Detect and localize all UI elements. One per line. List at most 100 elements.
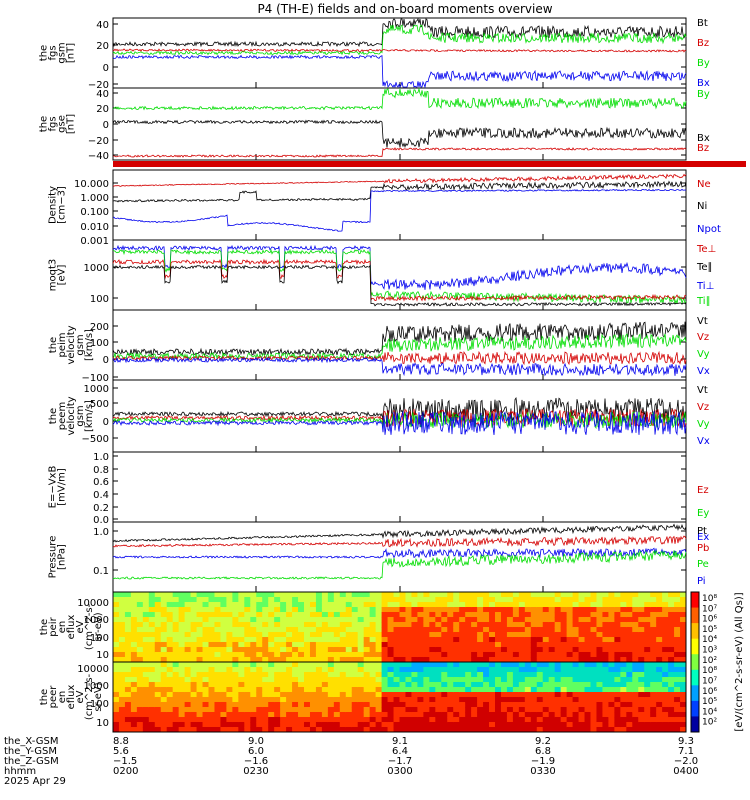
ylabel-density: [cm−3] [57,186,68,224]
xaxis-tick-label: 9.2 [535,736,551,747]
ytick-label: 20 [96,41,109,52]
ytick-label: 100 [90,699,109,710]
xaxis-tick-label: 6.8 [535,746,551,757]
ytick-label: 100 [90,633,109,644]
ytick-label: 10 [96,718,109,729]
ytick-label: 0.100 [80,207,109,218]
legend-Bz: Bz [697,38,709,49]
colorbar-tick: 10⁸ [702,666,717,676]
ytick-label: −20 [88,80,109,91]
ytick-label: 1000 [84,681,109,692]
colorbar [690,591,700,733]
legend-Pb: Pb [697,543,709,554]
colorbar-tick: 10⁷ [702,604,717,614]
spectrogram-peir-spectrogram [113,592,687,663]
ylabel-peem-velocity: gsm [75,405,86,426]
series-By [112,87,687,111]
ylabel-peer-spectrogram: eflux [66,685,77,710]
legend-Pe: Pe [697,559,709,570]
series-Vz [112,350,687,366]
legend-By: By [697,58,710,69]
ytick-label: 500 [90,399,109,410]
xaxis-tick-label: 0200 [113,766,138,777]
xaxis-row-label: hhmm [4,766,36,777]
ylabel-temperature: [eV] [57,265,68,286]
ytick-label: 1000 [84,263,109,274]
colorbar-tick: 10⁵ [702,697,717,707]
ylabel-fgs-gse: the [39,116,50,132]
ytick-label: 200 [90,322,109,333]
ylabel-peem-velocity: the [48,408,59,424]
legend-Vy: Vy [697,349,710,360]
xaxis-tick-label: 0300 [387,766,412,777]
series-Bx [112,119,687,149]
ytick-label: 100 [90,294,109,305]
xaxis-tick-label: 5.6 [113,746,129,757]
ylabel-temperature: moqt3 [48,259,59,292]
separator-band [113,161,746,167]
ytick-label: −40 [88,151,109,162]
series-Te-par [112,264,687,307]
ylabel-peim-velocity: peim [57,332,68,357]
ytick-label: 1000 [84,615,109,626]
ytick-label: 0.4 [93,490,109,501]
series-By [112,24,687,56]
ylabel-peer-spectrogram: (cm^2-s- [84,673,95,720]
xaxis-row-label: 2025 Apr 29 [4,776,66,787]
ylabel-peer-spectrogram: sr-eV) [93,682,104,711]
ylabel-peir-spectrogram: (cm^2-s- [84,603,95,650]
ylabel-peer-spectrogram: en [57,691,68,704]
xaxis-row-label: the_Z-GSM [4,756,59,767]
legend-Npot: Npot [697,224,721,235]
legend-Ti⊥: Ti⊥ [696,281,714,292]
ylabel-density: Density [48,186,59,224]
series-Te-perp [112,258,687,302]
xaxis-row-label: the_Y-GSM [4,746,57,757]
series-Ti-perp [112,244,687,291]
series-Vt [112,397,687,423]
legend-Bx: Bx [697,133,710,144]
panel-frame-efield [112,451,687,523]
legend-Bx: Bx [697,78,710,89]
xaxis-tick-label: −1.9 [531,756,555,767]
ytick-label: −20 [88,136,109,147]
ytick-label: 1.0 [93,452,109,463]
xaxis-tick-label: 7.1 [678,746,694,757]
legend-Bt: Bt [697,18,708,29]
ytick-label: 10000 [77,598,109,609]
series-Vy [112,411,687,430]
series-Ne [112,173,687,187]
colorbar-tick: 10³ [702,646,717,656]
legend-Vx: Vx [697,436,710,447]
colorbar-tick: 10⁴ [702,635,717,645]
colorbar-tick: 10⁶ [702,687,717,697]
ylabel-peir-spectrogram: en [57,621,68,634]
ylabel-peim-velocity: gsm [75,334,86,355]
ylabel-peir-spectrogram: eflux [66,615,77,640]
series-Pe [112,549,687,580]
spectrogram-peer-spectrogram [113,662,687,733]
ytick-label: 0.0 [93,515,109,526]
ytick-label: −500 [82,434,109,445]
legend-Te⊥: Te⊥ [696,244,716,255]
legend-Vy: Vy [697,419,710,430]
ylabel-fgs-gsm: fgs [48,45,59,60]
series-Pt [112,523,687,543]
legend-Ez: Ez [697,485,709,496]
xaxis-tick-label: −2.0 [674,756,698,767]
colorbar-tick: 10² [702,656,717,666]
ylabel-peer-spectrogram: peer [48,685,59,709]
ytick-label: 10000 [77,664,109,675]
ylabel-peir-spectrogram: eV [75,620,86,633]
legend-Ni: Ni [697,201,707,212]
legend-Vz: Vz [697,402,709,413]
legend-Ey: Ey [697,508,709,519]
legend-Vt: Vt [697,316,708,327]
colorbar-tick: 10⁵ [702,625,717,635]
ytick-label: 0.8 [93,465,109,476]
ytick-label: 0 [103,417,109,428]
legend-Vx: Vx [697,366,710,377]
legend-Ti∥: Ti∥ [696,296,711,307]
ylabel-peim-velocity: [km/s] [84,329,95,361]
